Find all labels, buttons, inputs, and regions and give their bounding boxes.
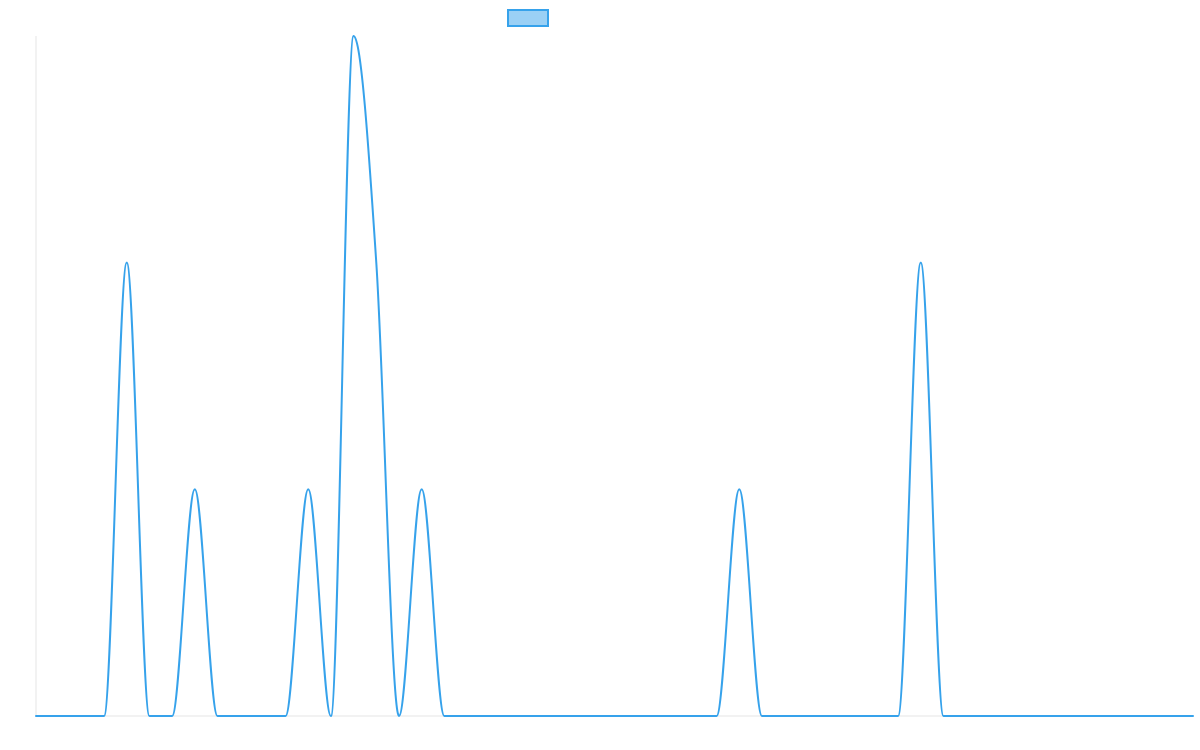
data-point-21[interactable] [509,713,515,719]
data-point-4[interactable] [124,260,130,266]
chart-axes [35,36,1193,717]
data-point-15[interactable] [373,260,379,266]
data-point-27[interactable] [646,713,652,719]
data-point-13[interactable] [328,713,334,719]
data-point-10[interactable] [260,713,266,719]
data-point-19[interactable] [464,713,470,719]
data-point-49[interactable] [1145,713,1151,719]
data-point-1[interactable] [56,713,62,719]
data-point-23[interactable] [555,713,561,719]
data-point-48[interactable] [1122,713,1128,719]
data-point-29[interactable] [691,713,697,719]
data-point-3[interactable] [101,713,107,719]
data-point-32[interactable] [759,713,765,719]
data-point-50[interactable] [1167,713,1173,719]
data-point-37[interactable] [872,713,878,719]
data-point-42[interactable] [986,713,992,719]
data-point-26[interactable] [623,713,629,719]
data-point-31[interactable] [736,486,742,492]
data-point-18[interactable] [441,713,447,719]
data-point-11[interactable] [283,713,289,719]
data-point-46[interactable] [1077,713,1083,719]
data-point-8[interactable] [214,713,220,719]
data-point-28[interactable] [668,713,674,719]
data-point-35[interactable] [827,713,833,719]
data-point-40[interactable] [940,713,946,719]
data-point-51[interactable] [1190,713,1196,719]
data-point-34[interactable] [804,713,810,719]
data-point-33[interactable] [782,713,788,719]
data-point-24[interactable] [577,713,583,719]
data-point-47[interactable] [1099,713,1105,719]
data-point-2[interactable] [78,713,84,719]
data-point-38[interactable] [895,713,901,719]
data-point-44[interactable] [1031,713,1037,719]
data-point-17[interactable] [419,486,425,492]
data-point-43[interactable] [1009,713,1015,719]
data-point-39[interactable] [918,260,924,266]
series-layer [33,33,1196,719]
data-point-30[interactable] [714,713,720,719]
data-point-9[interactable] [237,713,243,719]
data-point-6[interactable] [169,713,175,719]
data-point-41[interactable] [963,713,969,719]
data-point-7[interactable] [192,486,198,492]
data-point-25[interactable] [600,713,606,719]
data-point-0[interactable] [33,713,39,719]
legend[interactable] [507,9,549,27]
data-point-22[interactable] [532,713,538,719]
data-point-36[interactable] [850,713,856,719]
legend-swatch[interactable] [507,9,549,27]
data-point-45[interactable] [1054,713,1060,719]
series-line-0 [35,35,1194,717]
data-point-16[interactable] [396,713,402,719]
data-point-5[interactable] [146,713,152,719]
data-point-12[interactable] [305,486,311,492]
data-point-20[interactable] [487,713,493,719]
data-point-14[interactable] [351,33,357,39]
